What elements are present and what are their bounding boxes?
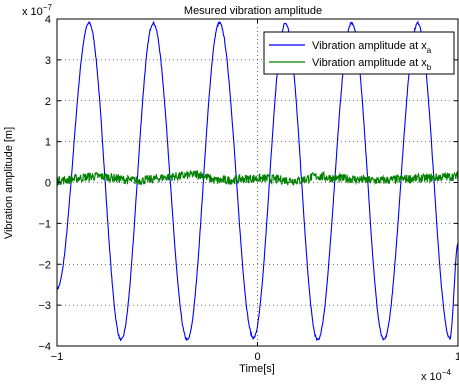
x-tick-label: −1 <box>51 351 64 363</box>
y-axis-label: Vibration amplitude [m] <box>3 127 15 239</box>
y-tick-label: 0 <box>45 178 51 190</box>
grid <box>57 19 458 346</box>
series-layer <box>56 20 459 342</box>
y-tick-label: −4 <box>38 341 51 353</box>
x-tick-label: 0 <box>254 351 260 363</box>
series-line-b <box>56 169 459 187</box>
y-tick-label: 1 <box>45 137 51 149</box>
chart-title: Mesured vibration amplitude <box>184 5 322 17</box>
y-tick-label: −1 <box>38 218 51 230</box>
legend-box <box>263 31 455 75</box>
y-axis-exponent: x 10−7 <box>22 3 52 18</box>
x-tick-label: 1 <box>455 351 459 363</box>
x-axis-label: Time[s] <box>239 363 275 375</box>
y-tick-label: 2 <box>45 96 51 108</box>
ticks: −4 −3 −2 −1 0 1 2 3 4 −1 0 1 <box>38 14 459 363</box>
y-tick-label: 3 <box>45 55 51 67</box>
legend-label-b: Vibration amplitude at xb <box>312 57 432 72</box>
y-tick-label: −2 <box>38 259 51 271</box>
legend: Vibration amplitude at xa Vibration ampl… <box>263 31 455 75</box>
y-tick-label: 4 <box>45 14 51 26</box>
series-line-a <box>56 20 459 342</box>
x-axis-exponent: x 10−4 <box>421 368 451 383</box>
y-tick-label: −3 <box>38 300 51 312</box>
legend-label-a: Vibration amplitude at xa <box>312 40 432 55</box>
